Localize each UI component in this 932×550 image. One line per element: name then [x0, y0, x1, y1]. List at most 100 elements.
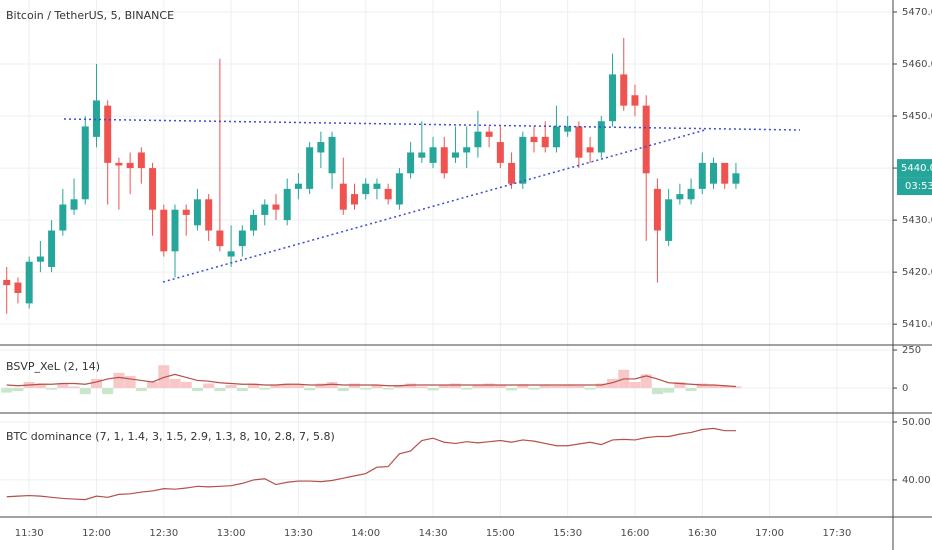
candle-body: [362, 183, 370, 195]
candle-body: [597, 121, 605, 153]
histogram-bar: [584, 388, 596, 390]
candle-body: [485, 131, 493, 137]
y-tick-label: 5450.00: [902, 111, 932, 122]
x-tick-label: 15:00: [486, 528, 515, 539]
candle-body: [530, 136, 538, 143]
histogram-bar: [640, 374, 652, 389]
candle-body: [205, 199, 213, 231]
axes: 11:30 12:00 12:30 13:00 13:30 14:00 14:30 15:00…: [15, 7, 932, 539]
x-tick-label: 12:00: [82, 528, 111, 539]
plot: [1, 37, 742, 501]
candle-body: [216, 230, 224, 247]
histogram-bar: [494, 385, 506, 389]
candle-body: [732, 173, 740, 184]
histogram-bar: [270, 385, 282, 389]
candle-body: [339, 183, 347, 210]
candle-body: [384, 188, 392, 200]
histogram-bar: [124, 375, 136, 389]
histogram-bar: [79, 388, 91, 395]
histogram-bar: [472, 385, 484, 389]
candle-body: [407, 152, 415, 174]
histogram-bar: [315, 383, 327, 389]
y-tick-label: 5410.00: [902, 319, 932, 330]
candle-body: [149, 168, 157, 210]
histogram-bar: [708, 385, 720, 389]
histogram-bar: [730, 386, 742, 389]
candle-body: [575, 126, 583, 158]
candle-body: [451, 152, 459, 158]
countdown-label: 03:53: [905, 181, 932, 192]
candle-body: [710, 162, 718, 184]
y-tick-label: 5460.00: [902, 59, 932, 70]
x-tick-label: 11:30: [15, 528, 44, 539]
histogram-bar: [102, 388, 114, 395]
histogram-bar: [281, 383, 293, 389]
x-tick-label: 17:30: [822, 528, 851, 539]
histogram-bar: [483, 383, 495, 389]
candle-body: [272, 204, 280, 210]
x-tick-label: 13:00: [217, 528, 246, 539]
countdown-box: [897, 177, 932, 196]
histogram-bar: [371, 385, 383, 389]
histogram-bar: [506, 388, 518, 391]
histogram-bar: [68, 386, 80, 389]
candle-body: [609, 74, 617, 122]
histogram-bar: [158, 365, 170, 389]
histogram-bar: [427, 388, 439, 391]
candle-body: [541, 136, 549, 148]
candle-body: [698, 162, 706, 189]
candle-body: [70, 199, 78, 210]
candle-body: [227, 251, 235, 257]
y-tick-label: 0: [902, 383, 908, 394]
candle-body: [250, 214, 258, 231]
x-tick-label: 13:30: [284, 528, 313, 539]
candle-body: [25, 261, 33, 304]
x-tick-label: 12:30: [149, 528, 178, 539]
candle-body: [665, 199, 673, 241]
histogram-bar: [651, 388, 663, 395]
candle-body: [440, 147, 448, 174]
candle-body: [564, 126, 572, 132]
candle-body: [3, 279, 11, 286]
histogram-bar: [46, 388, 58, 390]
last-price-label: 5440.00: [901, 163, 932, 174]
histogram-bar: [225, 385, 237, 389]
x-tick-label: 16:30: [688, 528, 717, 539]
histogram-bar: [203, 383, 215, 389]
histogram-bar: [57, 383, 69, 389]
histogram-bar: [113, 372, 125, 389]
candle-body: [193, 199, 201, 226]
histogram-bar: [236, 388, 248, 392]
candle-body: [48, 230, 56, 267]
x-tick-label: 14:30: [419, 528, 448, 539]
histogram-bar: [405, 383, 417, 389]
candle-body: [36, 256, 44, 262]
histogram-bar: [326, 381, 338, 389]
histogram-bar: [629, 381, 641, 389]
candle-body: [283, 188, 291, 221]
candle-body: [182, 209, 190, 215]
histogram-bar: [550, 385, 562, 389]
histogram-bar: [663, 388, 675, 393]
y-tick-label: 5420.00: [902, 267, 932, 278]
dominance-line: [6, 427, 736, 501]
x-tick-label: 15:30: [553, 528, 582, 539]
histogram-bar: [595, 383, 607, 389]
candle-body: [306, 147, 314, 189]
histogram-bar: [304, 388, 316, 391]
candle-body: [115, 162, 123, 166]
x-tick-label: 17:00: [755, 528, 784, 539]
candle-body: [687, 188, 695, 200]
trend-line: [162, 129, 706, 283]
histogram-bar: [135, 388, 147, 392]
histogram-bar: [337, 388, 349, 392]
histogram-bar: [292, 385, 304, 389]
histogram-bar: [539, 385, 551, 389]
histogram-bar: [34, 383, 46, 389]
y-tick-label: 40.00: [902, 475, 931, 486]
y-tick-label: 5470.00: [902, 7, 932, 18]
candle-body: [351, 194, 359, 205]
histogram-bar: [248, 383, 260, 389]
